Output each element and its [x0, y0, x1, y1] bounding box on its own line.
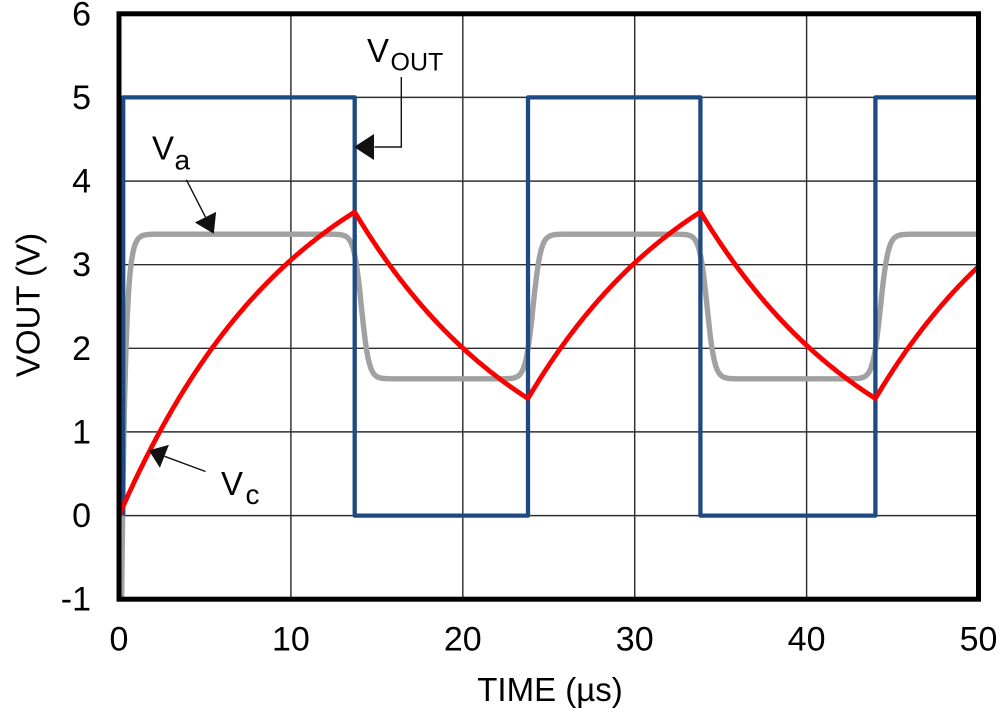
- svg-text:40: 40: [788, 620, 826, 658]
- svg-text:5: 5: [72, 79, 91, 117]
- svg-text:V: V: [152, 130, 174, 167]
- svg-text:VOUT (V): VOUT (V): [10, 233, 47, 377]
- svg-text:1: 1: [72, 413, 91, 451]
- svg-text:0: 0: [72, 497, 91, 535]
- svg-text:c: c: [246, 479, 260, 510]
- svg-text:V: V: [367, 32, 389, 69]
- svg-text:10: 10: [272, 620, 310, 658]
- svg-text:4: 4: [72, 163, 91, 201]
- svg-text:30: 30: [616, 620, 654, 658]
- svg-text:50: 50: [960, 620, 998, 658]
- svg-text:2: 2: [72, 330, 91, 368]
- svg-text:6: 6: [72, 0, 91, 33]
- svg-text:V: V: [221, 465, 243, 502]
- svg-text:0: 0: [110, 620, 129, 658]
- svg-text:-1: -1: [61, 581, 91, 619]
- svg-text:20: 20: [444, 620, 482, 658]
- svg-text:3: 3: [72, 246, 91, 284]
- svg-text:OUT: OUT: [391, 49, 444, 77]
- svg-text:a: a: [175, 145, 191, 176]
- svg-text:TIME (µs): TIME (µs): [477, 671, 623, 708]
